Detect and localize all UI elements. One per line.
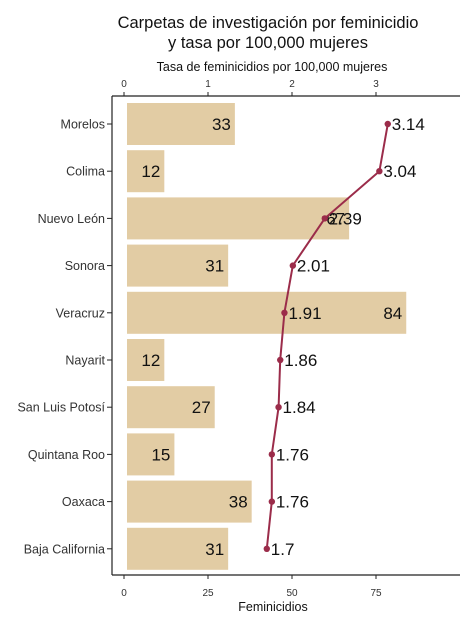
category-labels: Morelos Colima Nuevo León Sonora Veracruz Nay… (17, 118, 112, 556)
bar-value-label: 31 (205, 540, 224, 559)
chart-title-line-2: y tasa por 100,000 mujeres (168, 34, 368, 52)
rate-point (281, 309, 288, 316)
rate-value-label: 1.76 (276, 493, 309, 512)
category-label: San Luis Potosí (17, 401, 105, 415)
top-axis-tick-label: 1 (205, 79, 211, 90)
bar (127, 197, 350, 240)
category-label: Colima (66, 165, 105, 179)
rate-point (277, 356, 284, 364)
bar-value-label: 27 (192, 398, 211, 417)
bar-value-label: 15 (151, 445, 170, 464)
top-axis-title: Tasa de feminicidios por 100,000 mujeres (157, 60, 388, 74)
bar-value-label: 12 (141, 351, 160, 370)
top-axis-tick-label: 3 (373, 79, 379, 90)
rate-point (376, 168, 383, 175)
bar (127, 291, 407, 334)
bar-value-label: 31 (205, 257, 224, 276)
bottom-axis-tick-label: 50 (286, 588, 298, 599)
top-axis: 0 1 2 3 (112, 79, 460, 97)
rate-point (275, 404, 282, 411)
rate-value-label: 2.01 (297, 257, 330, 276)
bottom-axis-title: Feminicidios (238, 600, 307, 614)
rate-value-labels: 3.14 3.04 2.39 2.01 1.91 1.86 1.84 1.76 1.76 1.7 (271, 115, 425, 559)
category-label: Nayarit (65, 354, 105, 368)
rate-value-label: 1.91 (288, 304, 321, 323)
bar (127, 339, 165, 381)
category-label: Oaxaca (62, 495, 105, 509)
rate-value-label: 1.86 (284, 351, 317, 370)
chart-title-line-1: Carpetas de investigación por feminicidi… (118, 14, 419, 32)
bar (127, 433, 175, 476)
rate-point (268, 498, 276, 505)
bottom-axis-tick-label: 75 (370, 588, 382, 599)
top-axis-tick-label: 0 (121, 79, 127, 90)
bar (127, 103, 235, 145)
bar (127, 480, 252, 523)
bottom-axis-tick-label: 25 (202, 588, 214, 599)
bar (127, 150, 165, 193)
category-label: Quintana Roo (28, 448, 105, 462)
bar-value-label: 38 (229, 493, 248, 512)
rate-value-label: 2.39 (329, 209, 362, 228)
bar (127, 244, 229, 287)
rate-line-group (265, 123, 389, 549)
bottom-axis-tick-label: 0 (121, 588, 127, 599)
bar (127, 527, 229, 570)
bar-value-label: 12 (141, 162, 160, 181)
bar (127, 386, 215, 429)
rate-line (265, 123, 389, 549)
rate-point (384, 120, 391, 128)
rate-value-label: 1.7 (271, 540, 295, 559)
rate-points (263, 120, 391, 552)
rate-point (268, 451, 276, 458)
category-label: Sonora (65, 259, 105, 273)
category-label: Veracruz (56, 306, 105, 320)
bars-group (127, 103, 407, 570)
rate-value-label: 1.84 (283, 398, 316, 417)
top-axis-tick-label: 2 (289, 79, 295, 90)
rate-point (263, 545, 270, 552)
category-label: Morelos (61, 118, 105, 132)
bar-value-label: 84 (383, 304, 402, 323)
rate-value-label: 3.04 (383, 162, 416, 181)
rate-value-label: 1.76 (276, 445, 309, 464)
category-label: Baja California (24, 542, 105, 556)
bottom-axis: 0 25 50 75 (112, 574, 460, 599)
bar-value-label: 33 (212, 115, 231, 134)
category-label: Nuevo León (38, 212, 105, 226)
rate-value-label: 3.14 (392, 115, 425, 134)
rate-point (289, 262, 297, 269)
rate-point (321, 215, 328, 222)
